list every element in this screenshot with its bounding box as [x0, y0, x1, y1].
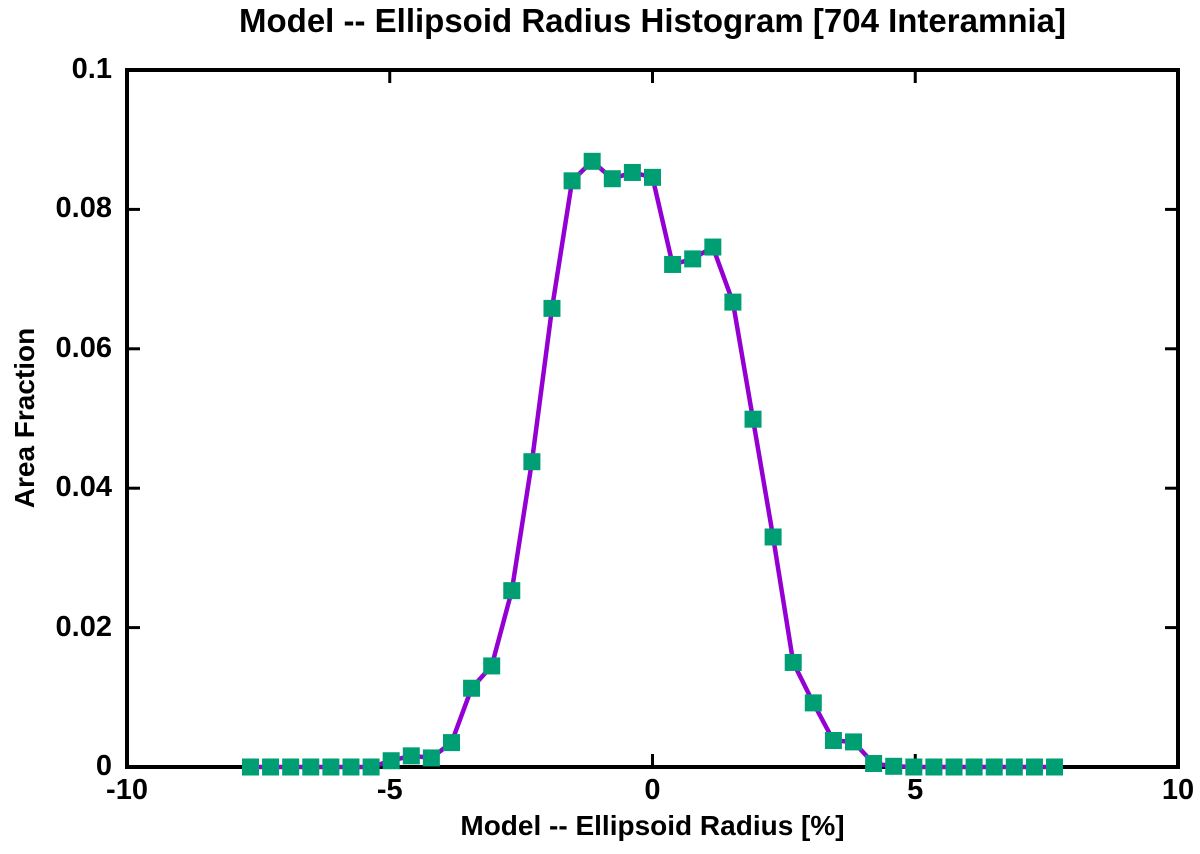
data-point-marker — [945, 758, 963, 776]
x-tick-label: 0 — [644, 774, 661, 806]
data-point-marker — [684, 250, 702, 268]
data-point-marker — [563, 172, 581, 190]
data-point-marker — [905, 758, 923, 776]
data-point-marker — [382, 752, 400, 770]
y-tick-label: 0.02 — [55, 610, 112, 643]
data-point-marker — [262, 758, 280, 776]
y-tick-label: 0 — [95, 750, 112, 782]
data-point-marker — [804, 694, 822, 712]
y-tick-label: 0.06 — [55, 331, 112, 364]
data-point-marker — [523, 453, 541, 471]
data-point-marker — [744, 410, 762, 428]
data-point-marker — [664, 255, 682, 273]
x-tick-label: 5 — [907, 774, 924, 806]
x-axis-label: Model -- Ellipsoid Radius [%] — [460, 810, 845, 841]
data-point-marker — [282, 758, 300, 776]
x-tick-label: -5 — [376, 774, 403, 806]
y-tick-label: 0.04 — [55, 471, 112, 504]
y-axis-label: Area Fraction — [9, 327, 40, 509]
data-point-marker — [342, 758, 360, 776]
y-tick-label: 0.08 — [55, 192, 112, 225]
data-point-marker — [764, 528, 782, 546]
data-point-marker — [965, 758, 983, 776]
data-point-marker — [442, 734, 460, 752]
data-point-marker — [865, 755, 883, 773]
data-point-marker — [644, 168, 661, 186]
x-tick-label: 10 — [1161, 774, 1195, 806]
data-point-marker — [784, 653, 802, 671]
data-point-marker — [241, 758, 259, 776]
data-point-marker — [1025, 758, 1043, 776]
data-point-marker — [704, 238, 722, 256]
data-point-marker — [422, 749, 440, 767]
data-point-marker — [845, 733, 863, 751]
series-line — [248, 159, 1057, 770]
data-point-marker — [483, 657, 501, 675]
data-point-marker — [985, 758, 1003, 776]
chart-title: Model -- Ellipsoid Radius Histogram [704… — [239, 2, 1066, 39]
data-point-marker — [925, 758, 943, 776]
data-point-marker — [623, 163, 641, 181]
data-point-marker — [885, 757, 903, 775]
data-point-marker — [603, 170, 621, 188]
data-point-marker — [362, 758, 380, 776]
data-point-marker — [1046, 758, 1064, 776]
data-point-marker — [302, 758, 320, 776]
data-point-marker — [1005, 758, 1023, 776]
y-tick-label: 0.1 — [71, 53, 112, 85]
data-point-marker — [503, 582, 521, 600]
data-point-marker — [402, 747, 420, 765]
data-point-marker — [463, 679, 481, 697]
data-point-marker — [724, 293, 742, 311]
data-point-marker — [543, 299, 561, 317]
x-tick-label: -10 — [106, 774, 148, 806]
data-point-marker — [583, 152, 601, 170]
data-point-marker — [824, 732, 842, 750]
data-point-marker — [322, 758, 340, 776]
